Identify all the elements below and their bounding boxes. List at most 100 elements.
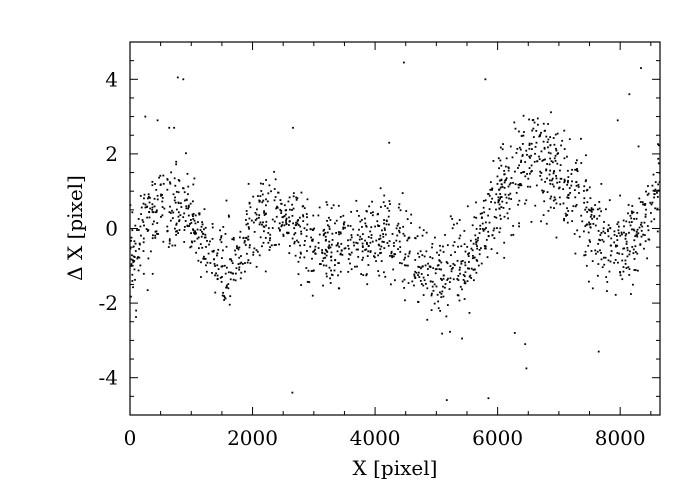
- data-point: [329, 219, 332, 221]
- data-point: [185, 198, 188, 201]
- data-point: [274, 196, 277, 198]
- data-point: [377, 270, 380, 272]
- data-point: [543, 130, 546, 132]
- data-point: [571, 210, 574, 212]
- data-point: [245, 223, 248, 226]
- data-point: [571, 220, 573, 223]
- data-point: [234, 279, 237, 282]
- data-point: [339, 270, 342, 273]
- data-point: [328, 247, 330, 250]
- data-point: [507, 169, 510, 172]
- data-point: [204, 226, 207, 229]
- data-point: [564, 212, 567, 215]
- data-point: [493, 215, 496, 218]
- data-point: [326, 203, 329, 206]
- data-point: [220, 236, 223, 239]
- data-point: [303, 207, 306, 210]
- data-point: [556, 153, 559, 155]
- data-point: [583, 197, 586, 200]
- data-point: [586, 201, 589, 204]
- data-point: [549, 144, 552, 146]
- outlier-point: [597, 350, 600, 353]
- data-point: [330, 273, 333, 276]
- data-point: [262, 221, 264, 224]
- x-tick-labels: 0 2000 4000 6000 8000: [124, 426, 646, 450]
- data-point: [204, 264, 207, 267]
- data-point: [137, 269, 140, 272]
- data-point: [638, 226, 641, 229]
- data-point: [431, 242, 434, 245]
- data-point: [259, 236, 262, 239]
- data-point: [369, 250, 372, 252]
- data-point: [247, 238, 249, 241]
- data-point: [520, 159, 523, 162]
- data-point: [267, 192, 270, 195]
- data-point: [444, 234, 446, 236]
- data-point: [431, 292, 433, 295]
- data-point: [347, 244, 350, 247]
- data-point: [285, 231, 288, 234]
- data-point: [488, 221, 491, 224]
- data-point: [563, 148, 566, 150]
- data-point: [204, 257, 207, 260]
- data-point: [574, 205, 577, 208]
- data-point: [624, 259, 627, 262]
- data-point: [466, 267, 469, 270]
- data-point: [461, 288, 463, 291]
- data-point: [362, 274, 365, 276]
- data-point: [214, 265, 216, 267]
- data-point: [614, 244, 617, 247]
- data-point: [397, 248, 399, 250]
- data-point: [230, 260, 233, 262]
- data-point: [294, 232, 297, 234]
- data-point: [247, 182, 250, 185]
- data-point: [375, 260, 377, 263]
- data-point: [347, 224, 349, 227]
- data-point: [199, 229, 202, 231]
- data-point: [642, 203, 645, 206]
- data-point: [384, 275, 387, 278]
- data-point: [439, 244, 441, 247]
- data-point: [550, 195, 553, 198]
- data-point: [263, 210, 266, 213]
- data-point: [260, 190, 263, 192]
- outlier-point: [616, 119, 619, 122]
- data-point: [235, 267, 238, 270]
- data-point: [542, 214, 545, 216]
- data-point: [229, 295, 232, 298]
- data-point: [499, 227, 502, 230]
- data-point: [379, 234, 382, 237]
- data-point: [607, 230, 609, 233]
- data-point: [596, 217, 598, 220]
- data-point: [524, 202, 526, 205]
- data-point: [583, 201, 586, 204]
- data-point: [546, 141, 549, 144]
- data-point: [554, 198, 557, 201]
- data-point: [366, 243, 368, 245]
- data-point: [620, 231, 623, 234]
- data-point: [355, 248, 358, 251]
- data-point: [546, 191, 549, 193]
- data-point: [417, 265, 420, 268]
- data-point: [200, 235, 203, 238]
- data-point: [622, 219, 625, 222]
- data-point: [186, 224, 189, 227]
- data-point: [499, 214, 502, 217]
- data-point: [458, 237, 461, 240]
- data-point: [458, 268, 461, 271]
- data-point: [252, 221, 255, 224]
- data-point: [483, 211, 486, 214]
- data-point: [566, 207, 568, 210]
- data-point: [540, 131, 542, 134]
- data-point: [481, 228, 484, 230]
- data-point: [474, 234, 477, 237]
- data-point: [142, 241, 145, 244]
- data-point: [502, 206, 505, 209]
- data-point: [491, 188, 493, 191]
- data-point: [372, 211, 374, 214]
- data-point: [255, 213, 258, 216]
- data-point: [549, 169, 552, 172]
- data-point: [350, 268, 353, 271]
- data-point: [331, 243, 333, 246]
- data-point: [390, 250, 393, 253]
